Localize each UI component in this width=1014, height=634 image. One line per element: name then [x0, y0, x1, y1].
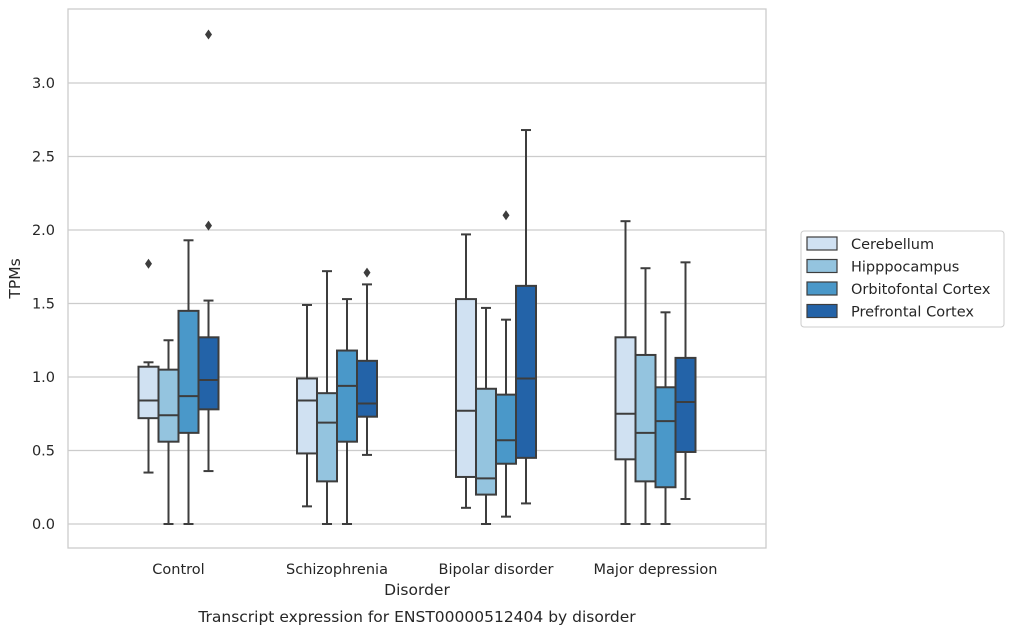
- x-tick-label: Control: [152, 562, 204, 578]
- box-iqr: [515, 284, 537, 459]
- box-group: [475, 306, 497, 525]
- box-iqr: [634, 353, 657, 483]
- box-group: [455, 233, 477, 509]
- y-tick-label: 0.5: [32, 444, 55, 460]
- box-group: [495, 210, 517, 518]
- y-tick-label: 0.0: [32, 517, 55, 533]
- legend-label: Orbitofontal Cortex: [851, 282, 991, 298]
- plot-frame: [67, 8, 767, 549]
- box-group: [137, 258, 160, 474]
- y-tick-label: 2.5: [32, 150, 55, 166]
- y-tick-label: 2.0: [32, 223, 55, 239]
- x-tick-label: Schizophrenia: [286, 562, 388, 578]
- outlier-point: [145, 258, 152, 269]
- x-tick-label: Bipolar disorder: [439, 562, 554, 578]
- box-group: [674, 261, 697, 501]
- box-group: [177, 239, 200, 525]
- y-tick-label: 3.0: [32, 76, 55, 92]
- box-iqr: [137, 365, 160, 420]
- box-group: [634, 267, 657, 525]
- box-group: [157, 339, 180, 525]
- box-group: [336, 298, 358, 525]
- y-tick-labels: 0.0 0.5 1.0 1.5 2.0 2.5 3.0: [32, 76, 55, 533]
- outlier-point: [205, 220, 212, 231]
- box-iqr: [495, 393, 517, 465]
- box-iqr: [356, 359, 378, 418]
- box-group: [296, 303, 318, 508]
- y-tick-label: 1.5: [32, 297, 55, 313]
- x-tick-labels: Control Schizophrenia Bipolar disorder Majo…: [152, 562, 717, 578]
- legend-swatch: [806, 236, 838, 251]
- box-iqr: [654, 386, 677, 489]
- box-groups: [137, 29, 697, 525]
- box-iqr: [197, 336, 220, 411]
- legend-frame: [800, 230, 1005, 328]
- legend-swatch: [806, 258, 838, 274]
- x-tick-label: Major depression: [594, 562, 718, 578]
- outlier-point: [363, 267, 371, 278]
- box-iqr: [674, 356, 697, 453]
- box-group: [316, 270, 338, 525]
- y-tick-label: 1.0: [32, 370, 55, 386]
- legend-swatch: [806, 281, 838, 296]
- box-iqr: [177, 309, 200, 434]
- box-iqr: [157, 368, 180, 443]
- box-group: [197, 29, 220, 473]
- y-axis-label: TPMs: [6, 258, 24, 299]
- box-iqr: [316, 392, 338, 483]
- chart-caption: Transcript expression for ENST0000051240…: [197, 608, 636, 626]
- outlier-point: [502, 210, 510, 221]
- box-group: [654, 311, 677, 525]
- legend-swatch: [806, 303, 838, 319]
- box-group: [515, 129, 537, 505]
- legend-items: Cerebellum Hipppocampus Orbitofontal Corte…: [806, 236, 991, 321]
- legend-label: Prefrontal Cortex: [851, 305, 974, 321]
- x-axis-label: Disorder: [384, 581, 450, 599]
- box-iqr: [455, 298, 477, 478]
- outlier-point: [205, 29, 212, 40]
- legend: Cerebellum Hipppocampus Orbitofontal Corte…: [800, 230, 1005, 328]
- box-iqr: [336, 349, 358, 443]
- box-group: [356, 267, 378, 456]
- legend-label: Cerebellum: [851, 237, 934, 253]
- legend-label: Hipppocampus: [851, 260, 959, 276]
- box-group: [614, 220, 637, 525]
- box-iqr: [614, 336, 637, 461]
- box-iqr: [296, 377, 318, 455]
